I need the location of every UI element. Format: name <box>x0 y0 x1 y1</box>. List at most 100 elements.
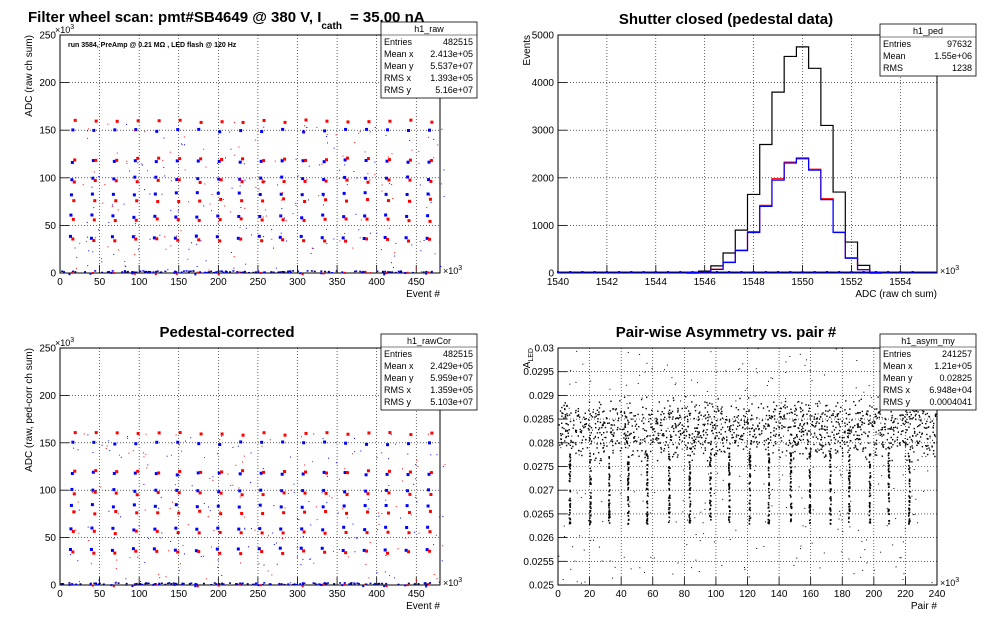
data-point <box>608 513 610 515</box>
data-point <box>721 426 724 429</box>
data-point <box>829 507 831 509</box>
data-point <box>802 427 804 429</box>
data-point <box>326 133 328 135</box>
data-point <box>343 175 347 179</box>
data-point <box>589 461 591 464</box>
data-point <box>668 416 670 418</box>
stats-key: Mean y <box>384 61 414 71</box>
data-point <box>161 193 163 195</box>
data-point <box>580 431 582 433</box>
data-point <box>661 411 664 413</box>
data-point <box>721 438 723 440</box>
data-point <box>144 561 146 563</box>
data-point <box>590 432 593 434</box>
data-point <box>385 582 388 585</box>
data-point <box>627 483 630 485</box>
data-point <box>282 491 286 495</box>
data-point <box>413 483 415 485</box>
data-point <box>197 531 201 535</box>
data-point <box>155 237 159 241</box>
data-point <box>748 457 751 460</box>
data-point <box>769 436 772 438</box>
data-point <box>261 493 265 497</box>
data-point <box>646 478 649 481</box>
data-point <box>778 426 780 428</box>
data-point <box>820 444 822 446</box>
data-point <box>404 548 408 552</box>
data-point <box>420 250 422 252</box>
data-point <box>645 501 648 503</box>
stats-key: Mean y <box>384 373 414 383</box>
data-point <box>913 432 916 434</box>
data-point <box>728 482 731 485</box>
data-point <box>838 424 840 426</box>
data-point <box>217 559 219 561</box>
data-point <box>217 490 221 494</box>
data-point <box>638 436 640 438</box>
data-point <box>589 455 591 458</box>
data-point <box>628 434 631 436</box>
data-point <box>809 451 812 453</box>
data-point <box>196 271 199 274</box>
data-point <box>387 491 391 495</box>
data-point <box>283 157 287 161</box>
data-point <box>273 544 275 546</box>
data-point <box>787 429 789 432</box>
data-point <box>627 499 629 502</box>
data-point <box>427 128 431 132</box>
data-point <box>909 461 911 463</box>
data-point <box>197 127 201 131</box>
data-point <box>866 410 868 412</box>
data-point <box>793 457 795 459</box>
data-point <box>642 428 644 430</box>
data-point <box>756 443 759 445</box>
data-point <box>720 428 722 431</box>
data-point <box>181 582 184 585</box>
data-point <box>833 429 836 431</box>
data-point <box>627 467 630 470</box>
data-point <box>712 406 714 408</box>
data-point <box>823 428 826 431</box>
data-point <box>282 192 284 194</box>
data-point <box>656 459 659 462</box>
data-point <box>565 435 568 438</box>
data-point <box>220 432 224 436</box>
data-point <box>744 421 746 424</box>
data-point <box>92 239 96 243</box>
data-point <box>748 508 751 511</box>
data-point <box>623 411 626 413</box>
data-point <box>802 525 804 527</box>
data-point <box>675 426 677 429</box>
data-point <box>917 442 920 445</box>
data-point <box>728 505 730 507</box>
data-point <box>683 425 685 428</box>
data-point <box>260 531 264 535</box>
data-point <box>592 411 594 413</box>
data-point <box>847 445 849 447</box>
data-point <box>407 162 409 164</box>
data-point <box>868 510 871 513</box>
data-point <box>919 419 921 421</box>
data-point <box>803 422 806 425</box>
data-point <box>728 516 731 518</box>
data-point <box>661 434 663 436</box>
data-point <box>670 436 672 439</box>
data-point <box>577 410 580 412</box>
data-point <box>922 412 924 415</box>
data-point <box>576 581 578 583</box>
data-point <box>689 492 691 495</box>
data-point <box>68 273 71 276</box>
data-point <box>260 550 264 554</box>
data-point <box>387 178 391 182</box>
data-point <box>211 210 213 212</box>
data-point <box>923 410 925 413</box>
data-point <box>729 430 732 433</box>
data-point <box>325 583 328 586</box>
data-point <box>394 252 396 254</box>
data-point <box>749 451 751 453</box>
data-point <box>897 431 900 433</box>
data-point <box>72 510 76 514</box>
data-point <box>116 559 118 561</box>
data-point <box>359 131 361 133</box>
data-point <box>698 571 700 573</box>
